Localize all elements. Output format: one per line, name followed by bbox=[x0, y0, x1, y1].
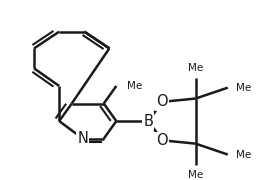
Text: Me: Me bbox=[236, 83, 251, 93]
Text: Me: Me bbox=[188, 63, 203, 73]
Text: O: O bbox=[157, 133, 168, 148]
Text: Me: Me bbox=[127, 81, 143, 91]
Text: O: O bbox=[157, 94, 168, 109]
Text: Me: Me bbox=[236, 150, 251, 159]
Text: N: N bbox=[78, 131, 88, 146]
Text: Me: Me bbox=[188, 170, 203, 180]
Text: B: B bbox=[143, 114, 153, 129]
